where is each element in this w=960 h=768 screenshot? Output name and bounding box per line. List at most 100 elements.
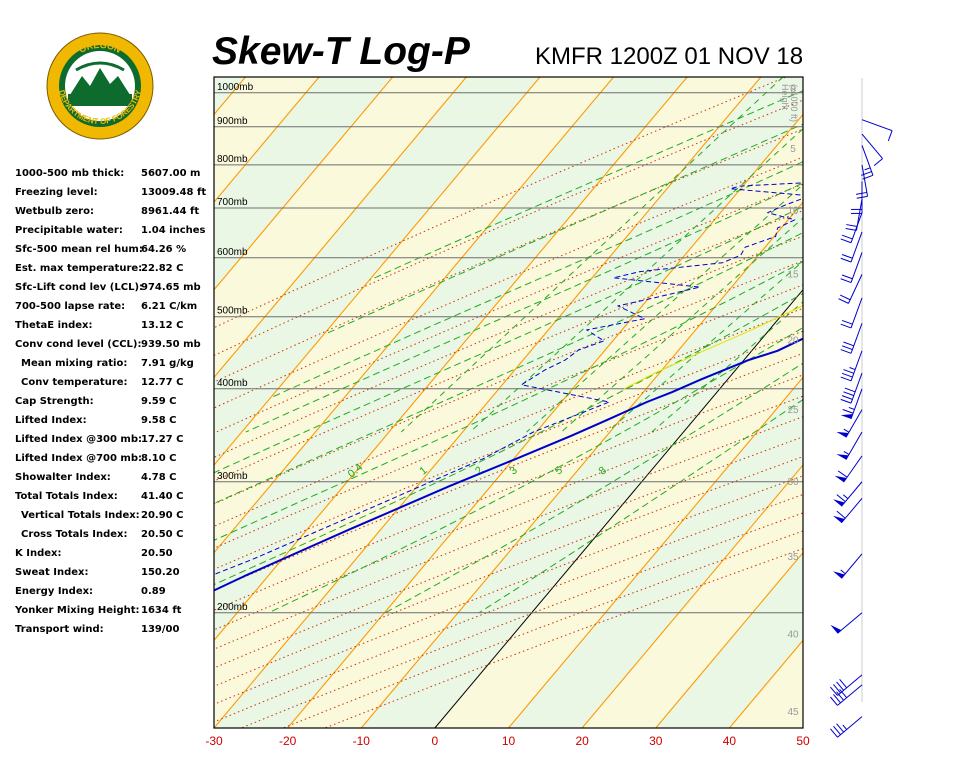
wind-barb [840, 231, 863, 263]
wind-barb [861, 133, 883, 167]
index-value: 7.91 g/kg [141, 358, 194, 369]
index-label: Sweat Index: [15, 567, 89, 578]
index-label: Conv temperature: [21, 377, 128, 388]
isotherm-line [214, 77, 762, 728]
mixing-ratio-line [400, 77, 784, 433]
index-label: Energy Index: [15, 586, 94, 597]
height-tick-label: 20 [787, 336, 799, 347]
wind-barb [840, 388, 863, 420]
index-label: Showalter Index: [15, 472, 111, 483]
moist-adiabat [214, 205, 803, 474]
wind-barb [830, 684, 863, 706]
isotherm-line [655, 551, 803, 728]
wind-barb [830, 612, 863, 634]
index-value: 939.50 mb [141, 339, 201, 350]
isotherm-line [214, 77, 394, 291]
dry-adiabat [214, 475, 803, 705]
index-value: 17.27 C [141, 434, 184, 445]
isotherm-line [0, 77, 172, 728]
index-label: Freezing level: [15, 187, 98, 198]
index-label: Transport wind: [15, 624, 104, 635]
index-label: Sfc-Lift cond lev (LCL): [15, 282, 144, 293]
height-tick-label: 25 [787, 405, 799, 416]
index-label: Est. max temperature: [15, 263, 143, 274]
index-value: 20.50 C [141, 529, 184, 540]
wind-barb [861, 119, 893, 142]
isotherm-line [802, 727, 803, 728]
index-label: Lifted Index: [15, 415, 87, 426]
dry-adiabat [214, 260, 803, 505]
dewpoint-trace [214, 182, 803, 576]
mixing-ratio-line [526, 183, 803, 433]
wind-barb [840, 212, 863, 244]
index-value: 5607.00 m [141, 168, 201, 179]
isotherm-band [214, 77, 246, 115]
index-label: Cross Totals Index: [21, 529, 128, 540]
pressure-label: 900mb [217, 116, 248, 127]
mixing-ratio-line [561, 217, 803, 433]
index-value: 64.26 % [141, 244, 187, 255]
pressure-label: 400mb [217, 378, 248, 389]
logo-text-top: OREGON [77, 40, 122, 55]
isotherm-line [214, 77, 246, 116]
wind-barb [840, 252, 863, 284]
dry-adiabat [214, 493, 803, 723]
height-axis-label: Height [780, 84, 790, 111]
moist-adiabat [268, 326, 803, 614]
moist-adiabat [272, 161, 803, 398]
index-label: Yonker Mixing Height: [15, 605, 140, 616]
dry-adiabat [214, 235, 803, 482]
index-value: 13009.48 ft [141, 187, 207, 198]
height-tick-label: 45 [787, 707, 799, 718]
index-value: 139/00 [141, 624, 180, 635]
index-value: 13.12 C [141, 320, 184, 331]
index-label: Conv cond level (CCL): [15, 339, 142, 350]
index-label: Cap Strength: [15, 396, 94, 407]
x-tick-label: 40 [723, 734, 737, 748]
isotherm-line [877, 77, 960, 728]
index-label: Total Totals Index: [15, 491, 118, 502]
parcel-trace [623, 304, 803, 390]
isotherm-band [214, 77, 803, 728]
index-label: ThetaE index: [15, 320, 93, 331]
index-label: Vertical Totals Index: [21, 510, 140, 521]
index-label: K Index: [15, 548, 62, 559]
wind-barb [833, 498, 863, 524]
isotherm-line [214, 77, 541, 466]
index-value: 1.04 inches [141, 225, 206, 236]
x-tick-label: -20 [279, 734, 297, 748]
index-value: 9.58 C [141, 415, 177, 426]
index-value: 8961.44 ft [141, 206, 200, 217]
pressure-label: 600mb [217, 247, 248, 258]
index-value: 41.40 C [141, 491, 184, 502]
isotherm-line [360, 201, 803, 728]
x-tick-label: 10 [502, 734, 516, 748]
temperature-trace [214, 337, 803, 592]
pressure-label: 300mb [217, 471, 248, 482]
svg-text:OREGON: OREGON [77, 40, 122, 55]
plot-area: 0.4 1 2 3 5 8 [0, 77, 960, 728]
height-tick-label: 30 [787, 477, 799, 488]
wind-barb [830, 716, 863, 738]
wind-barb [840, 372, 863, 404]
x-tick-label: 0 [432, 734, 439, 748]
moist-adiabat [326, 123, 803, 334]
height-tick-label: 10 [787, 205, 799, 216]
index-label: 1000-500 mb thick: [15, 168, 125, 179]
page-title: Skew-T Log-P [212, 30, 470, 73]
isotherm-line [214, 77, 467, 379]
wind-barb [840, 350, 863, 382]
wind-barb [833, 481, 863, 507]
index-label: Wetbulb zero: [15, 206, 94, 217]
height-tick-label: 35 [787, 552, 799, 563]
index-label: Precipitable water: [15, 225, 123, 236]
wind-barb [840, 297, 863, 329]
index-value: 0.89 [141, 586, 166, 597]
index-label: 700-500 lapse rate: [15, 301, 126, 312]
wind-barb [836, 431, 863, 460]
height-tick-label: 0 [790, 85, 796, 96]
moist-adiabat [369, 90, 803, 281]
pressure-label: 500mb [217, 306, 248, 317]
pressure-label: 800mb [217, 154, 248, 165]
